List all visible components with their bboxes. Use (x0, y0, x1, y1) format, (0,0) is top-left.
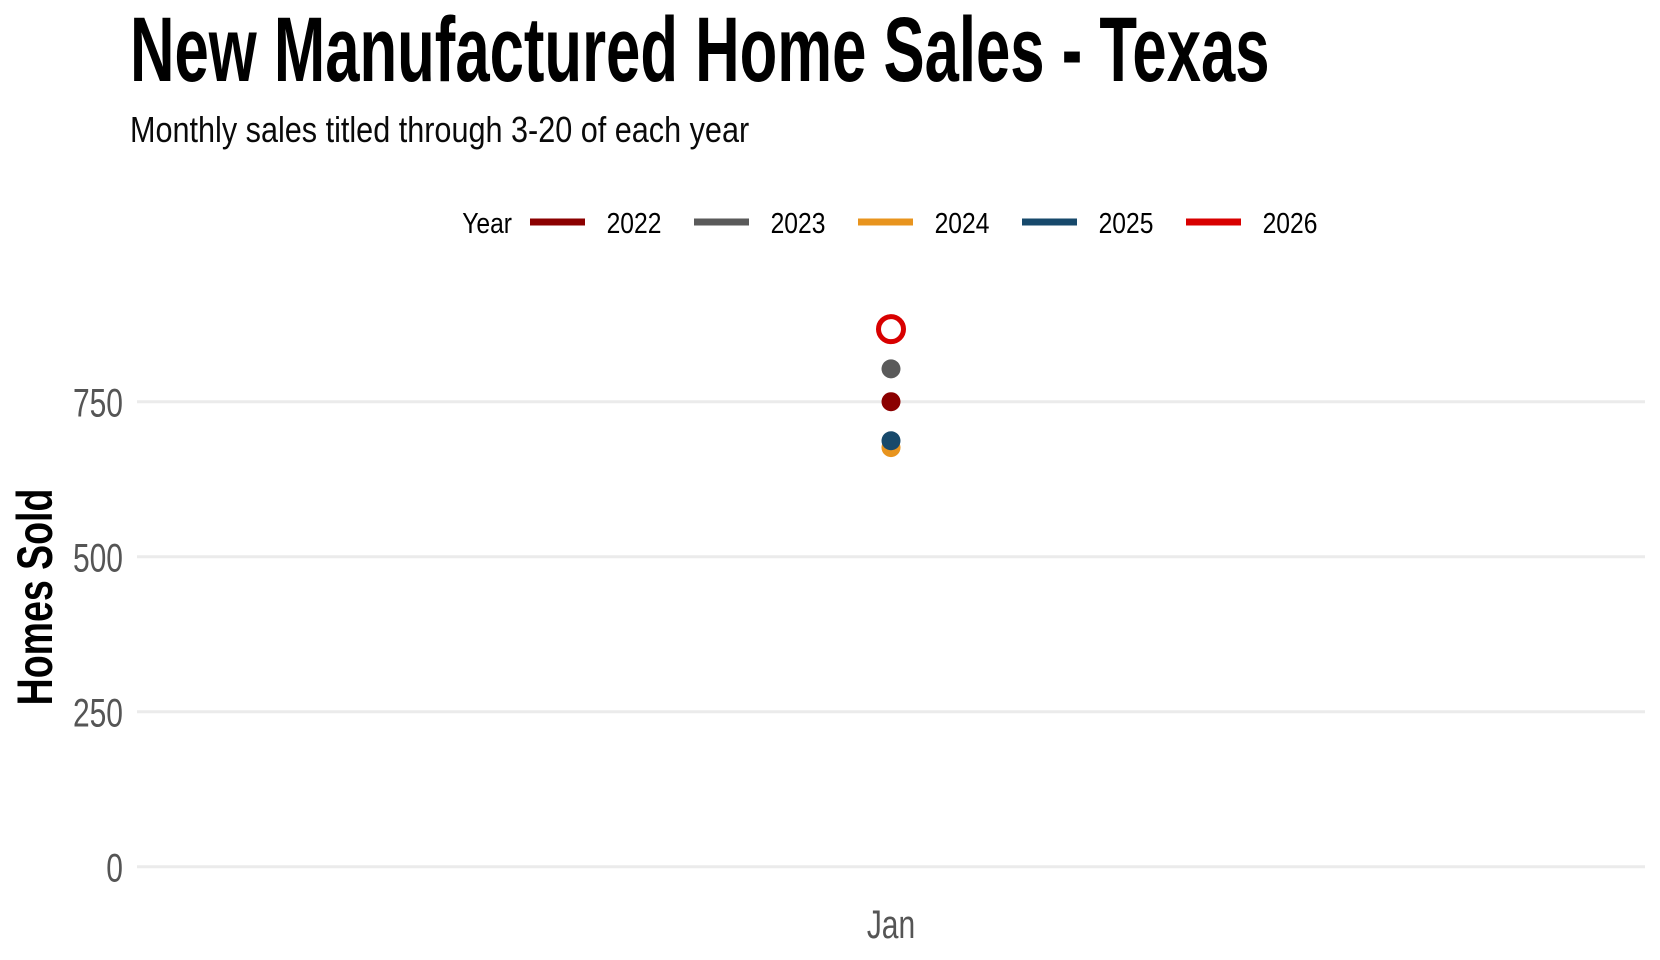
chart-subtitle: Monthly sales titled through 3-20 of eac… (130, 109, 750, 150)
point-2026-jan (876, 314, 906, 345)
legend-label-2022: 2022 (607, 207, 662, 239)
y-tick-label-0: 0 (106, 847, 123, 891)
y-tick-label-500: 500 (73, 537, 123, 581)
legend-label-2026: 2026 (1263, 207, 1318, 239)
legend-label-2025: 2025 (1099, 207, 1154, 239)
y-tick-label-750: 750 (73, 382, 123, 426)
point-2023-jan (881, 359, 901, 379)
legend-label-2024: 2024 (935, 207, 990, 239)
legend-label-2023: 2023 (771, 207, 826, 239)
point-2025-jan (881, 431, 901, 451)
legend-title: Year (462, 207, 512, 239)
y-tick-label-250: 250 (73, 692, 123, 736)
chart-title: New Manufactured Home Sales - Texas (130, 0, 1270, 101)
point-2022-jan (881, 392, 901, 412)
x-tick-label-jan: Jan (867, 903, 915, 947)
